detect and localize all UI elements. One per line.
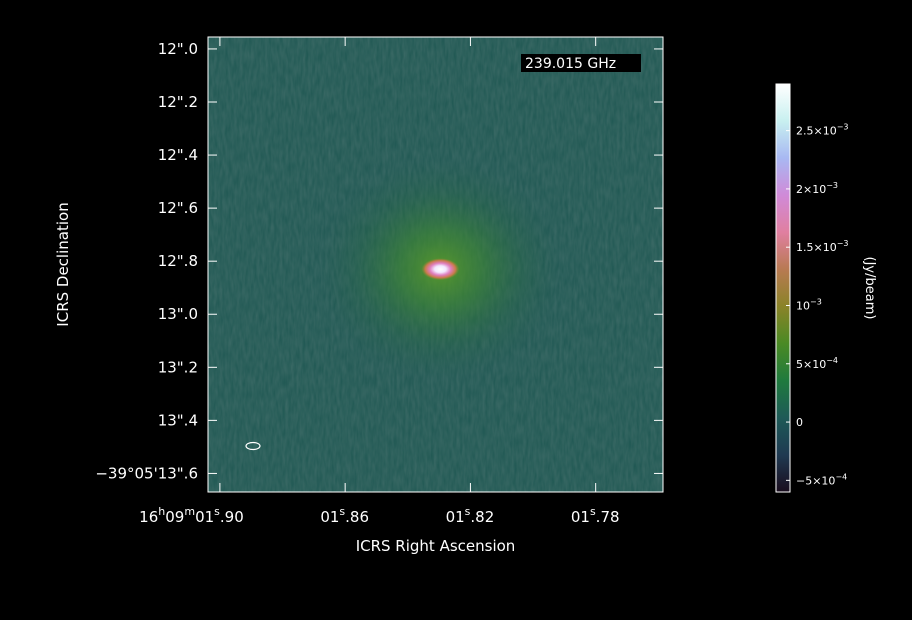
colorbar-label: (Jy/beam): [862, 257, 877, 320]
colorbar-tick-label: −5×10−4: [796, 472, 847, 487]
tick-marks: [208, 37, 663, 492]
x-tick-label: 01s.78: [571, 505, 620, 526]
colorbar-tick-label: 10−3: [796, 297, 822, 312]
x-tick-label: 01s.82: [446, 505, 495, 526]
plot-frame: [207, 36, 664, 493]
y-tick-label: 13".4: [158, 411, 198, 429]
image-panel: [208, 37, 663, 492]
x-tick-label: 01s.86: [320, 505, 369, 526]
y-tick-label: −39°05'13".6: [95, 464, 198, 482]
y-tick-label: 12".6: [158, 199, 198, 217]
x-axis-label: ICRS Right Ascension: [356, 537, 516, 555]
source-core: [421, 258, 460, 281]
y-tick-label: 12".0: [158, 40, 198, 58]
x-tick-label: 16h09m01s.90: [139, 505, 244, 526]
y-axis-label: ICRS Declination: [54, 202, 72, 326]
y-tick-label: 12".2: [158, 93, 198, 111]
colorbar: 2.5×10−3 2×10−3 1.5×10−3 10−3 5×10−4 0 −5×10−4…: [775, 83, 877, 493]
y-tick-labels: 12".0 12".2 12".4 12".6 12".8 13".0 13".2 13".4…: [95, 40, 198, 482]
colorbar-tick-label: 2.5×10−3: [796, 123, 849, 138]
x-tick-labels: 16h09m01s.90 01s.86 01s.82 01s.78: [139, 505, 619, 526]
colorbar-ticks: 2.5×10−3 2×10−3 1.5×10−3 10−3 5×10−4 0 −5×10−4: [786, 123, 849, 487]
y-tick-label: 12".8: [158, 252, 198, 270]
frequency-label-bg: [521, 54, 641, 72]
y-tick-label: 12".4: [158, 146, 198, 164]
colorbar-tick-label: 2×10−3: [796, 181, 838, 196]
frequency-label: 239.015 GHz: [525, 56, 616, 72]
beam-ellipse: [245, 441, 261, 451]
colorbar-tick-label: 5×10−4: [796, 356, 838, 371]
y-tick-label: 13".0: [158, 305, 198, 323]
colorbar-tick-label: 0: [796, 416, 803, 429]
colorbar-tick-label: 1.5×10−3: [796, 239, 849, 254]
colorbar-gradient: [775, 83, 791, 493]
y-tick-label: 13".2: [158, 358, 198, 376]
